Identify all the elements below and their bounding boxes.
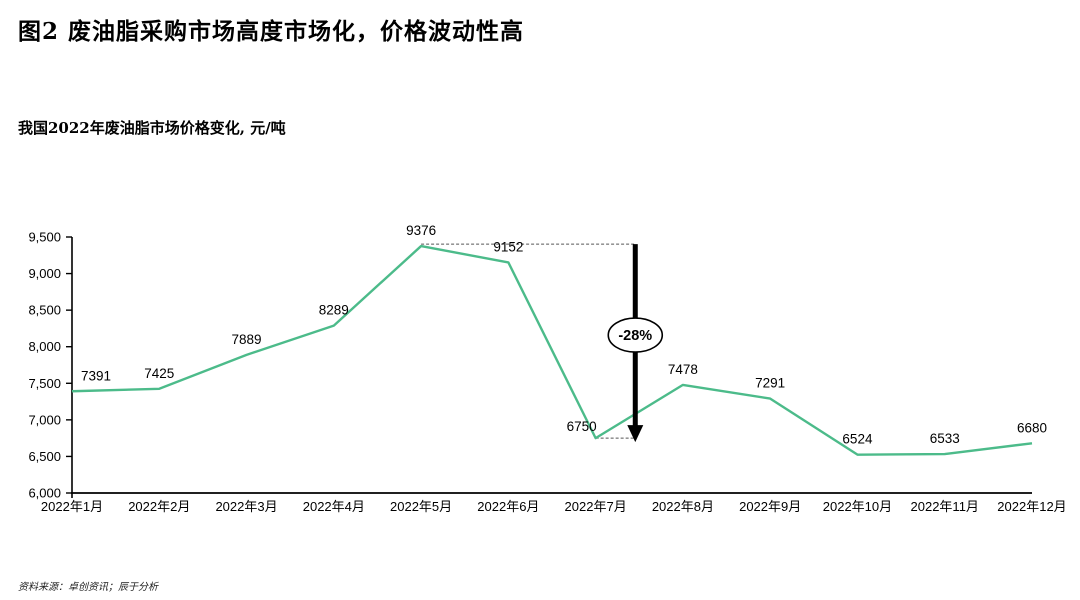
y-axis-label: 8,500: [28, 303, 61, 318]
data-label: 7478: [668, 362, 698, 377]
data-label: 9376: [406, 223, 436, 238]
y-axis-label: 9,000: [28, 266, 61, 281]
x-axis-label: 2022年2月: [128, 499, 190, 514]
x-axis-label: 2022年7月: [565, 499, 627, 514]
source-note: 资料来源：卓创资讯；辰于分析: [18, 582, 158, 593]
x-axis-label: 2022年1月: [41, 499, 103, 514]
x-axis-label: 2022年5月: [390, 499, 452, 514]
x-axis-label: 2022年6月: [477, 499, 539, 514]
y-axis-label: 7,000: [28, 412, 61, 427]
y-axis-label: 9,500: [28, 230, 61, 245]
data-label: 6750: [567, 419, 597, 434]
chart-subtitle: 我国2022年废油脂市场价格变化, 元/吨: [18, 119, 286, 137]
data-label: 7889: [232, 332, 262, 347]
x-axis-label: 2022年10月: [823, 499, 892, 514]
x-axis-label: 2022年3月: [215, 499, 277, 514]
percentage-change-label: -28%: [618, 328, 652, 344]
percentage-change-badge: [607, 317, 664, 353]
x-axis-label: 2022年8月: [652, 499, 714, 514]
y-axis-label: 7,500: [28, 376, 61, 391]
page-title: 图2 废油脂采购市场高度市场化，价格波动性高: [18, 18, 525, 45]
y-axis-label: 6,500: [28, 449, 61, 464]
data-label: 9152: [493, 239, 523, 254]
x-axis-label: 2022年12月: [997, 499, 1066, 514]
x-axis-label: 2022年4月: [303, 499, 365, 514]
x-axis-label: 2022年11月: [911, 499, 979, 514]
data-label: 7391: [81, 368, 111, 383]
y-axis-label: 8,000: [28, 339, 61, 354]
data-label: 8289: [319, 303, 349, 318]
data-label: 7291: [755, 376, 785, 391]
price-line-series: [71, 244, 1033, 456]
x-axis-label: 2022年9月: [739, 499, 801, 514]
drop-arrow-head: [627, 425, 644, 443]
y-axis-label: 6,000: [28, 486, 61, 501]
data-label: 6533: [930, 431, 960, 446]
data-label: 6680: [1017, 420, 1047, 435]
data-label: 7425: [144, 366, 174, 381]
data-label: 6524: [842, 432, 873, 447]
